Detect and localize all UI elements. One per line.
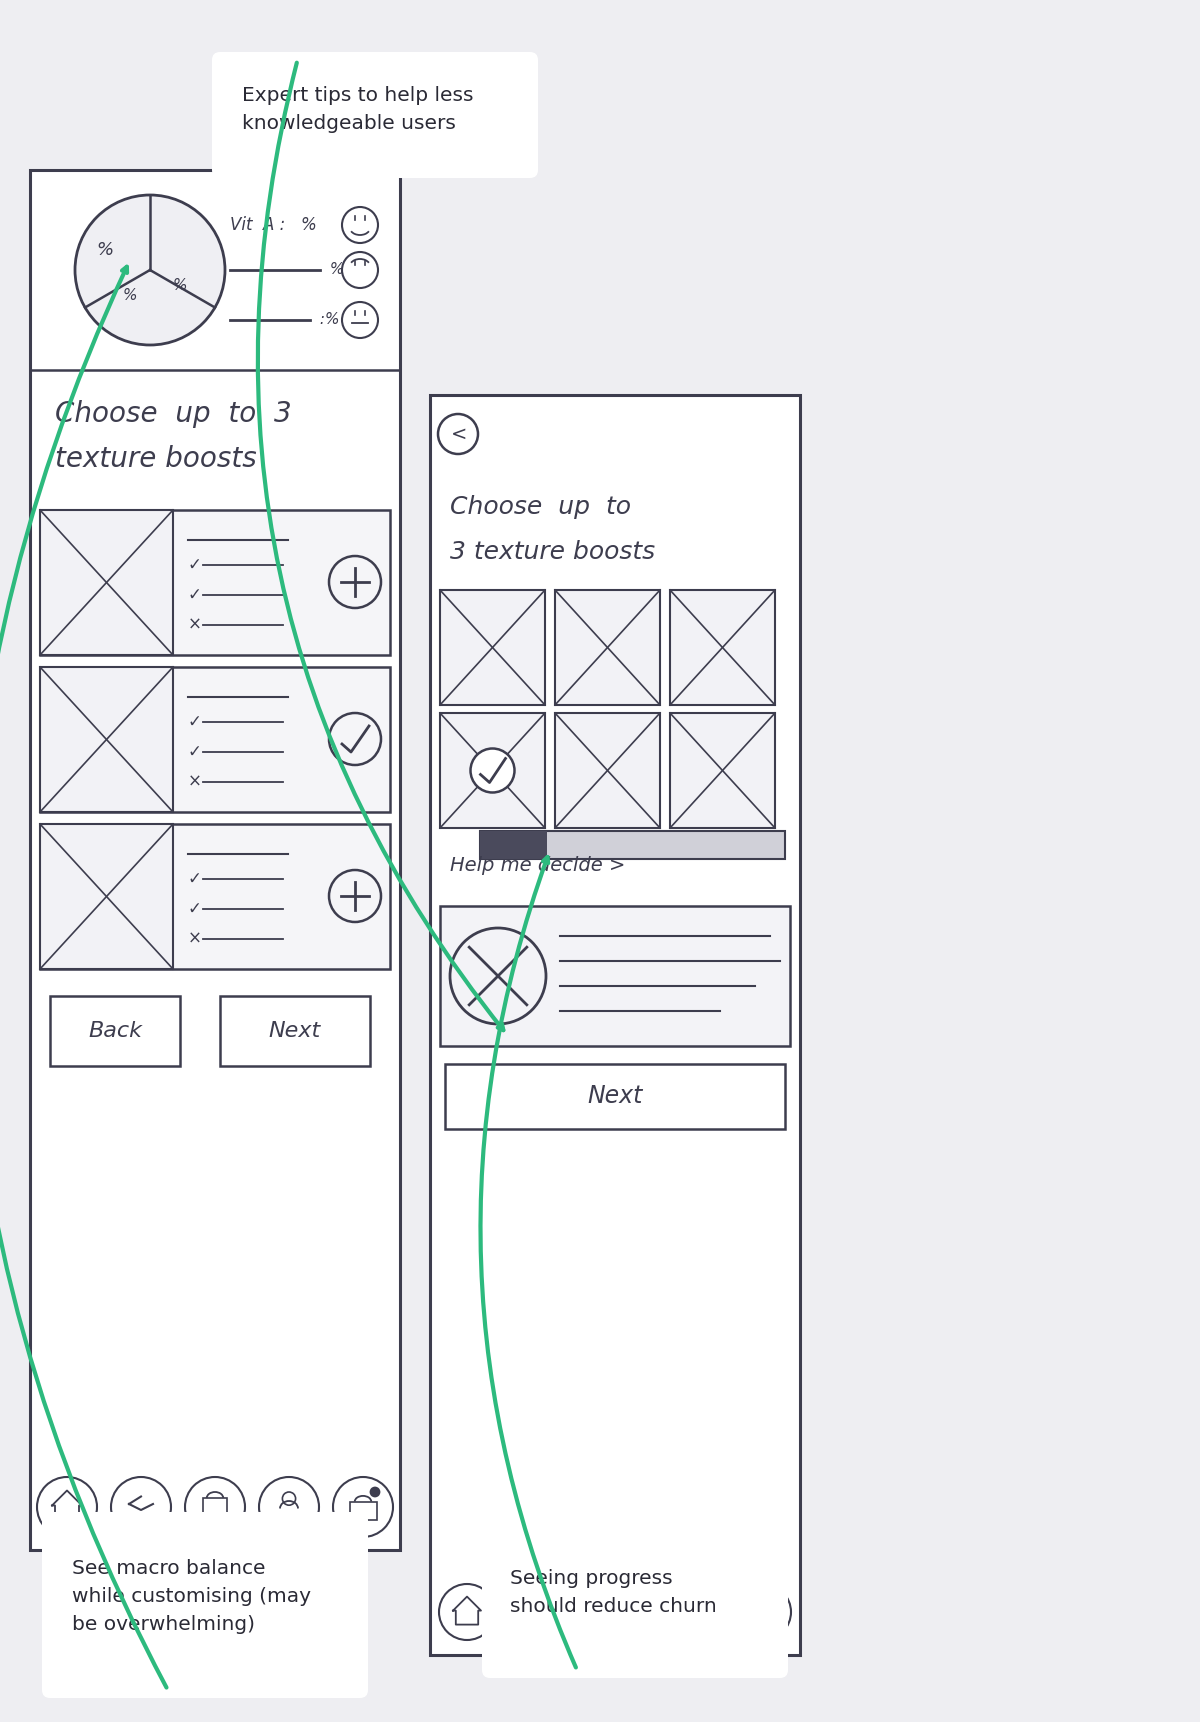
- Text: ×: ×: [188, 930, 202, 949]
- Bar: [30, 170, 400, 1550]
- Bar: [480, 832, 547, 859]
- Bar: [604, 1603, 626, 1624]
- Bar: [440, 591, 545, 704]
- Text: See macro balance
while customising (may
be overwhelming): See macro balance while customising (may…: [72, 1558, 311, 1634]
- Text: Next: Next: [269, 1021, 322, 1042]
- Circle shape: [769, 1593, 779, 1603]
- Circle shape: [370, 1486, 380, 1498]
- Text: ✓: ✓: [188, 870, 202, 889]
- Bar: [40, 825, 173, 969]
- Bar: [40, 666, 390, 813]
- Bar: [40, 825, 390, 969]
- Bar: [554, 591, 660, 704]
- Bar: [50, 995, 180, 1066]
- Bar: [750, 1607, 775, 1624]
- Bar: [445, 1064, 785, 1130]
- Bar: [670, 713, 775, 828]
- Text: ✓: ✓: [188, 901, 202, 918]
- Text: ✓: ✓: [188, 556, 202, 573]
- Text: %: %: [325, 262, 344, 277]
- Text: :%: :%: [314, 312, 340, 327]
- Text: %: %: [173, 277, 187, 293]
- Text: Choose  up  to  3: Choose up to 3: [55, 400, 292, 429]
- Circle shape: [74, 195, 226, 344]
- Bar: [40, 510, 173, 654]
- Text: 3 texture boosts: 3 texture boosts: [450, 541, 655, 565]
- Text: Seeing progress
should reduce churn: Seeing progress should reduce churn: [510, 1569, 718, 1617]
- Text: Vit  A :   %: Vit A : %: [230, 215, 317, 234]
- Bar: [349, 1502, 377, 1519]
- Bar: [440, 906, 790, 1045]
- Text: ×: ×: [188, 773, 202, 790]
- Text: %: %: [122, 288, 137, 303]
- Bar: [203, 1498, 227, 1519]
- Text: Back: Back: [88, 1021, 142, 1042]
- Text: Expert tips to help less
knowledgeable users: Expert tips to help less knowledgeable u…: [241, 86, 473, 133]
- Text: ✓: ✓: [188, 713, 202, 732]
- Bar: [220, 995, 370, 1066]
- Circle shape: [470, 749, 515, 792]
- Bar: [554, 713, 660, 828]
- Bar: [670, 591, 775, 704]
- Text: ✓: ✓: [188, 742, 202, 761]
- Bar: [480, 832, 785, 859]
- Bar: [40, 666, 173, 813]
- Text: ×: ×: [188, 616, 202, 634]
- FancyBboxPatch shape: [482, 1522, 788, 1677]
- Text: <: <: [451, 425, 467, 444]
- Bar: [40, 510, 390, 654]
- Bar: [440, 713, 545, 828]
- Text: Help me decide >: Help me decide >: [450, 856, 625, 875]
- Text: texture boosts: texture boosts: [55, 444, 257, 474]
- Bar: [430, 394, 800, 1655]
- Text: %: %: [96, 241, 114, 258]
- FancyBboxPatch shape: [212, 52, 538, 177]
- Text: ✓: ✓: [188, 585, 202, 604]
- FancyBboxPatch shape: [42, 1512, 368, 1698]
- Text: Choose  up  to: Choose up to: [450, 494, 631, 518]
- Text: Next: Next: [587, 1085, 643, 1107]
